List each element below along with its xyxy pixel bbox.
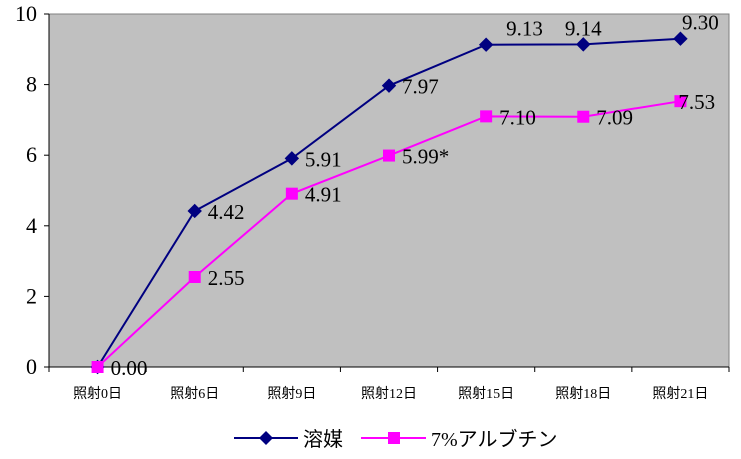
series-1-point — [480, 110, 493, 123]
series-0-point — [381, 78, 397, 93]
series-1-point — [91, 361, 104, 373]
data-label: 2.55 — [208, 266, 245, 290]
series-1-point — [674, 95, 687, 108]
data-label: 9.14 — [565, 16, 602, 40]
x-tick-label: 照射0日 — [73, 386, 122, 402]
x-tick-label: 照射6日 — [170, 386, 219, 402]
y-tick-label: 10 — [15, 1, 37, 26]
series-0-point — [576, 37, 591, 52]
x-tick-label: 照射15日 — [458, 386, 514, 402]
x-tick-label: 照射12日 — [361, 386, 417, 402]
y-tick-label: 6 — [26, 142, 37, 167]
legend-marker-0 — [259, 431, 273, 445]
y-tick-label: 4 — [26, 213, 37, 238]
data-label: 9.13 — [506, 17, 543, 41]
legend: 溶媒 7%アルブチン — [234, 427, 557, 451]
y-tick-label: 8 — [26, 72, 37, 97]
series-1-point — [577, 110, 590, 123]
data-label: 7.97 — [402, 75, 439, 99]
data-label: 5.99* — [402, 145, 449, 169]
legend-marker-1 — [388, 432, 400, 444]
series-layer — [90, 31, 688, 375]
series-0-point — [478, 37, 494, 52]
x-tick-label: 照射9日 — [267, 386, 316, 402]
series-1-point — [188, 270, 201, 283]
data-label: 7.10 — [499, 105, 536, 129]
series-0-point — [673, 31, 688, 46]
plot-area — [48, 13, 730, 368]
data-label: 4.91 — [305, 183, 342, 207]
y-tick-label: 2 — [26, 283, 37, 308]
data-label: 7.53 — [678, 90, 715, 114]
data-label: 7.09 — [596, 106, 633, 130]
series-1-point — [285, 187, 298, 200]
x-tick-label: 照射21日 — [652, 386, 708, 402]
series-1-point — [383, 149, 395, 162]
series-0-point — [284, 151, 300, 166]
data-label: 5.91 — [305, 147, 342, 171]
x-tick-label: 照射18日 — [555, 386, 611, 402]
legend-label-0: 溶媒 — [303, 428, 343, 451]
legend-label-1: 7%アルブチン — [431, 427, 557, 451]
data-label: 9.30 — [682, 11, 719, 35]
data-labels: 4.42 5.91 7.97 9.13 9.14 9.30 0.00 2.55 4.91 5.99… — [111, 11, 719, 380]
data-label: 0.00 — [111, 356, 148, 380]
series-0-point — [187, 203, 202, 219]
y-axis-ticks: 0 2 4 6 8 10 — [15, 1, 49, 379]
data-label: 4.42 — [208, 200, 245, 224]
y-tick-label: 0 — [26, 354, 37, 379]
x-axis-ticks: 照射0日 照射6日 照射9日 照射12日 照射15日 照射18日 照射21日 — [48, 367, 730, 402]
